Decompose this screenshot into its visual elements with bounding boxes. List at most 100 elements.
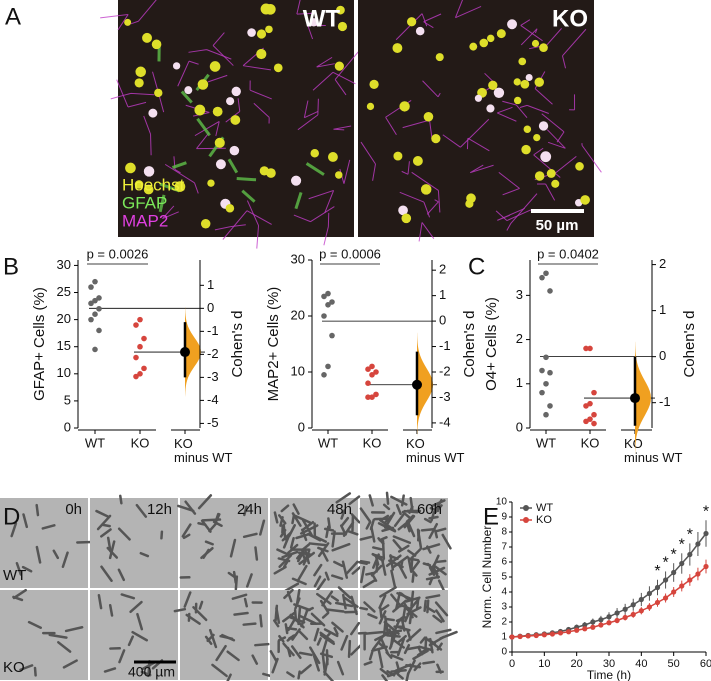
cell (298, 551, 316, 565)
x-tick-label: 60 (700, 658, 711, 670)
cell (392, 539, 403, 551)
cell (259, 519, 266, 536)
data-point (365, 366, 371, 373)
cell (297, 670, 301, 680)
cell (233, 611, 249, 616)
nucleus (256, 48, 267, 60)
phase-image (270, 492, 362, 596)
process (497, 207, 525, 221)
y2-tick-label: 2 (659, 256, 666, 271)
cell (379, 667, 390, 677)
cell (299, 614, 318, 625)
y-tick-label: 5 (64, 392, 71, 407)
cell (274, 604, 279, 622)
cell (390, 669, 407, 673)
scale-bar-label: 400 µm (128, 664, 175, 680)
cell (429, 637, 434, 654)
nucleus (513, 78, 521, 86)
x-tick-label: KO minus WT (406, 437, 465, 465)
x-tick-label: 30 (603, 658, 615, 670)
micrograph (100, 0, 360, 249)
data-point (703, 530, 709, 537)
process (303, 100, 319, 119)
nucleus (513, 96, 522, 105)
cell (319, 633, 336, 646)
cell (313, 563, 323, 577)
cell (337, 586, 352, 600)
process (143, 115, 152, 156)
process (401, 161, 410, 175)
cell (291, 512, 302, 527)
cell (417, 533, 423, 550)
cell (330, 595, 340, 602)
process (100, 13, 129, 31)
process (130, 0, 157, 25)
cell (371, 552, 385, 563)
process (194, 120, 220, 137)
cell (285, 626, 298, 631)
cell (214, 512, 220, 524)
data-point (574, 627, 580, 633)
cell (243, 505, 248, 517)
significance-marker: * (671, 546, 677, 563)
y2-tick-label: 0 (439, 313, 446, 328)
cell (347, 530, 359, 536)
timepoint-label: 24h (237, 501, 262, 518)
y-tick-label: 6 (501, 557, 507, 568)
cell (437, 579, 445, 592)
cell (434, 601, 449, 617)
nucleus (469, 42, 478, 51)
data-point (92, 346, 98, 353)
nucleus (369, 79, 379, 89)
data-point (133, 354, 139, 361)
cell (425, 594, 441, 600)
y-tick-label: 2 (516, 331, 523, 346)
process (422, 80, 441, 98)
cell (19, 664, 34, 671)
cell (292, 503, 300, 515)
panel-label: D (3, 503, 20, 530)
x-tick-label: WT (85, 435, 105, 450)
nucleus (207, 179, 215, 187)
cell (327, 517, 331, 529)
cell (41, 524, 56, 530)
y-axis-label: GFAP+ Cells (%) (31, 287, 48, 401)
data-point (591, 389, 597, 396)
nucleus (336, 5, 345, 15)
data-point (533, 632, 539, 639)
cell (393, 513, 405, 528)
data-point (703, 563, 709, 570)
cell (430, 511, 436, 522)
glia (236, 177, 257, 182)
cell (231, 593, 248, 600)
cell (362, 578, 377, 589)
nucleus (256, 29, 267, 39)
phase-image (176, 494, 268, 591)
y-tick-label: 0 (298, 419, 305, 434)
x-tick-label-box: KO minus WT (174, 437, 233, 465)
cell (336, 660, 345, 676)
cell (403, 509, 419, 514)
data-point (598, 617, 604, 623)
data-point (687, 551, 693, 558)
data-point (88, 300, 94, 307)
cell (140, 670, 152, 677)
process (469, 164, 494, 174)
cell (331, 574, 344, 580)
nucleus (415, 26, 425, 36)
cell (406, 519, 416, 538)
cell (297, 629, 309, 641)
data-point (92, 311, 98, 317)
bootstrap-distribution (185, 306, 201, 398)
cell (415, 598, 420, 611)
scale-bar-label: 50 µm (536, 217, 579, 234)
process (520, 28, 538, 46)
cell (120, 593, 136, 600)
cell (426, 545, 432, 554)
nucleus (134, 180, 144, 189)
nucleus (273, 63, 283, 73)
data-point (687, 577, 693, 583)
y-tick-label: 2 (501, 617, 507, 628)
cell (204, 540, 214, 546)
nucleus (309, 18, 318, 27)
